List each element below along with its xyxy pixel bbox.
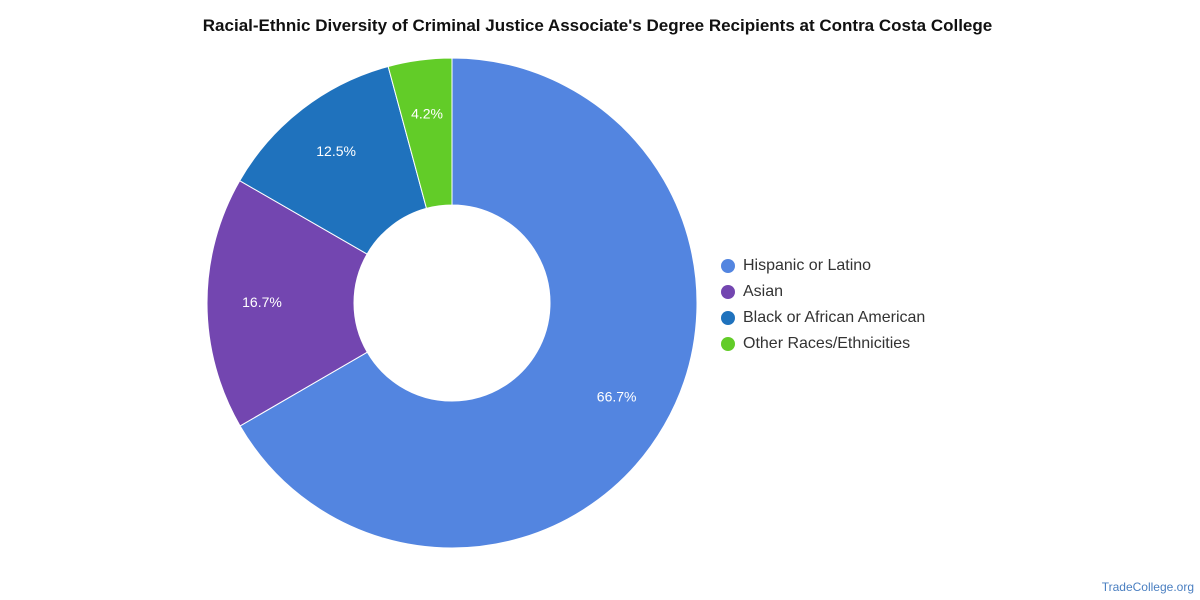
slice-hispanic-or-latino[interactable]	[239, 57, 698, 549]
legend-label: Hispanic or Latino	[743, 257, 872, 274]
legend-item-asian[interactable]: Asian	[721, 279, 925, 305]
chart-title: Racial-Ethnic Diversity of Criminal Just…	[202, 16, 993, 35]
legend-label: Asian	[743, 283, 784, 300]
legend-swatch-icon	[721, 259, 735, 273]
legend-swatch-icon	[721, 311, 735, 325]
slice-label-asian: 16.7%	[242, 294, 282, 310]
legend: Hispanic or Latino Asian Black or African …	[721, 253, 925, 357]
legend-label: Other Races/Ethnicities	[743, 335, 911, 352]
slice-black-or-african-american[interactable]	[239, 65, 428, 255]
legend-label: Black or African American	[743, 309, 926, 326]
legend-item-black-or-african-american[interactable]: Black or African American	[721, 305, 925, 331]
legend-item-hispanic-or-latino[interactable]: Hispanic or Latino	[721, 253, 925, 279]
slice-asian[interactable]	[206, 180, 368, 427]
slice-other-races-ethnicities[interactable]	[387, 57, 453, 209]
slice-label-black-or-african-american: 12.5%	[316, 143, 356, 159]
legend-item-other-races-ethnicities[interactable]: Other Races/Ethnicities	[721, 331, 925, 357]
legend-swatch-icon	[721, 285, 735, 299]
slice-label-hispanic-or-latino: 66.7%	[597, 389, 637, 405]
watermark[interactable]: TradeCollege.org	[1101, 580, 1194, 594]
slice-label-other-races-ethnicities: 4.2%	[411, 105, 443, 121]
legend-swatch-icon	[721, 337, 735, 351]
